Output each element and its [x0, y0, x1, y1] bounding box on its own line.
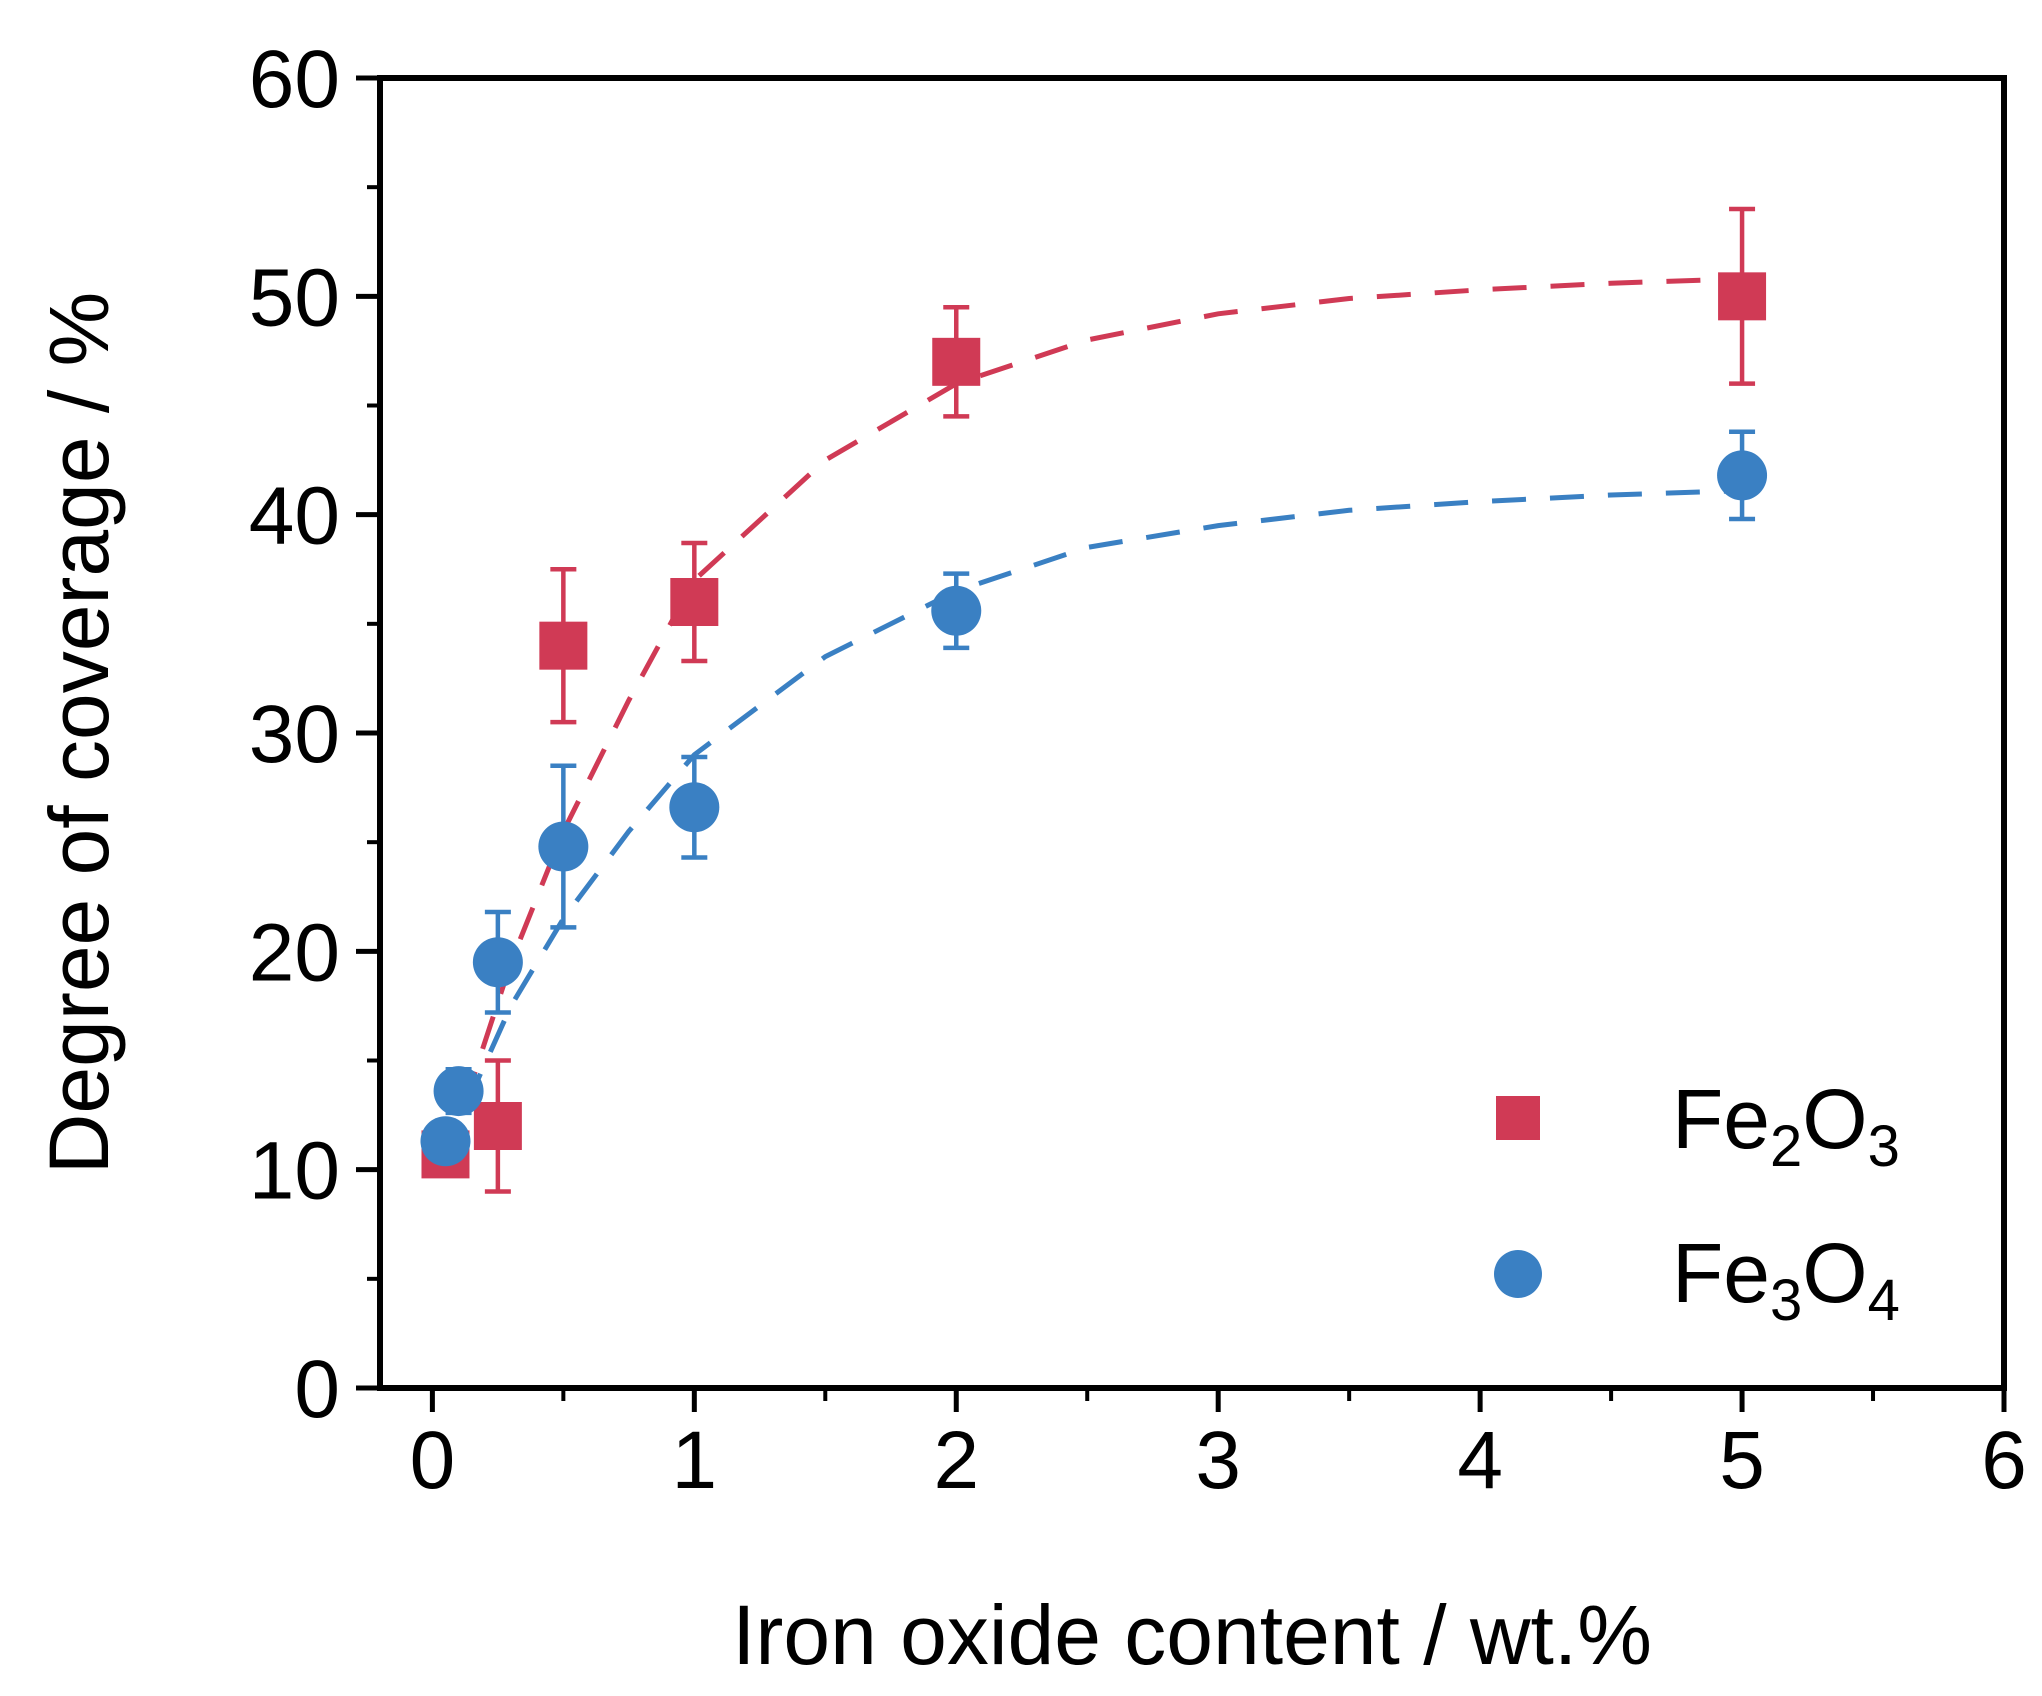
legend-fe3o4-fe: Fe — [1672, 1226, 1770, 1320]
x-tick-label: 1 — [672, 1415, 718, 1506]
point-fe3o4 — [1717, 450, 1768, 501]
legend-marker-fe3o4 — [1494, 1250, 1542, 1298]
y-axis-title: Degree of coverage / % — [32, 292, 126, 1175]
legend-label-fe2o3: Fe2O3 — [1672, 1072, 1900, 1179]
x-tick-label: 5 — [1719, 1415, 1765, 1506]
legend-fe3o4-sub1: 3 — [1770, 1268, 1802, 1333]
fit-line-fe2o3 — [443, 276, 1743, 1160]
point-fe3o4 — [538, 821, 589, 872]
point-fe3o4 — [669, 782, 720, 833]
x-tick-label: 3 — [1195, 1415, 1241, 1506]
y-tick-label: 40 — [249, 471, 340, 562]
point-fe2o3 — [670, 578, 719, 626]
legend-label-fe3o4: Fe3O4 — [1672, 1226, 1900, 1333]
y-tick-label: 10 — [249, 1126, 340, 1217]
point-fe3o4 — [472, 937, 523, 988]
x-tick-label: 0 — [410, 1415, 456, 1506]
point-fe3o4 — [420, 1116, 471, 1167]
x-axis-title: Iron oxide content / wt.% — [732, 1588, 1652, 1682]
y-tick-label: 30 — [249, 689, 340, 780]
x-tick-label: 2 — [933, 1415, 979, 1506]
legend-fe2o3-sub1: 2 — [1770, 1114, 1802, 1179]
y-tick-label: 60 — [249, 34, 340, 125]
fit-lines — [443, 276, 1743, 1160]
legend-fe2o3-fe: Fe — [1672, 1072, 1770, 1166]
legend-fe2o3-sub2: 3 — [1868, 1114, 1900, 1179]
x-axis-ticks: 0 1 2 3 4 5 6 — [410, 1388, 2027, 1506]
point-fe2o3 — [473, 1102, 522, 1150]
legend-fe2o3-o: O — [1802, 1072, 1867, 1166]
legend: Fe2O3 Fe3O4 — [1494, 1072, 1900, 1333]
y-tick-label: 0 — [294, 1344, 340, 1435]
point-fe2o3 — [539, 621, 588, 670]
y-tick-label: 20 — [249, 907, 340, 998]
x-tick-label: 6 — [1981, 1415, 2027, 1506]
y-axis-ticks: 0 10 20 30 40 50 60 — [249, 34, 380, 1435]
point-fe3o4 — [433, 1066, 484, 1117]
y-tick-label: 50 — [249, 252, 340, 343]
point-fe3o4 — [931, 585, 982, 636]
legend-fe3o4-o: O — [1802, 1226, 1867, 1320]
x-tick-label: 4 — [1457, 1415, 1503, 1506]
fit-line-fe3o4 — [443, 488, 1743, 1160]
point-fe2o3 — [932, 337, 981, 386]
legend-marker-fe2o3 — [1496, 1096, 1540, 1140]
data-markers — [420, 272, 1768, 1179]
legend-fe3o4-sub2: 4 — [1868, 1268, 1900, 1333]
point-fe2o3 — [1718, 272, 1767, 321]
